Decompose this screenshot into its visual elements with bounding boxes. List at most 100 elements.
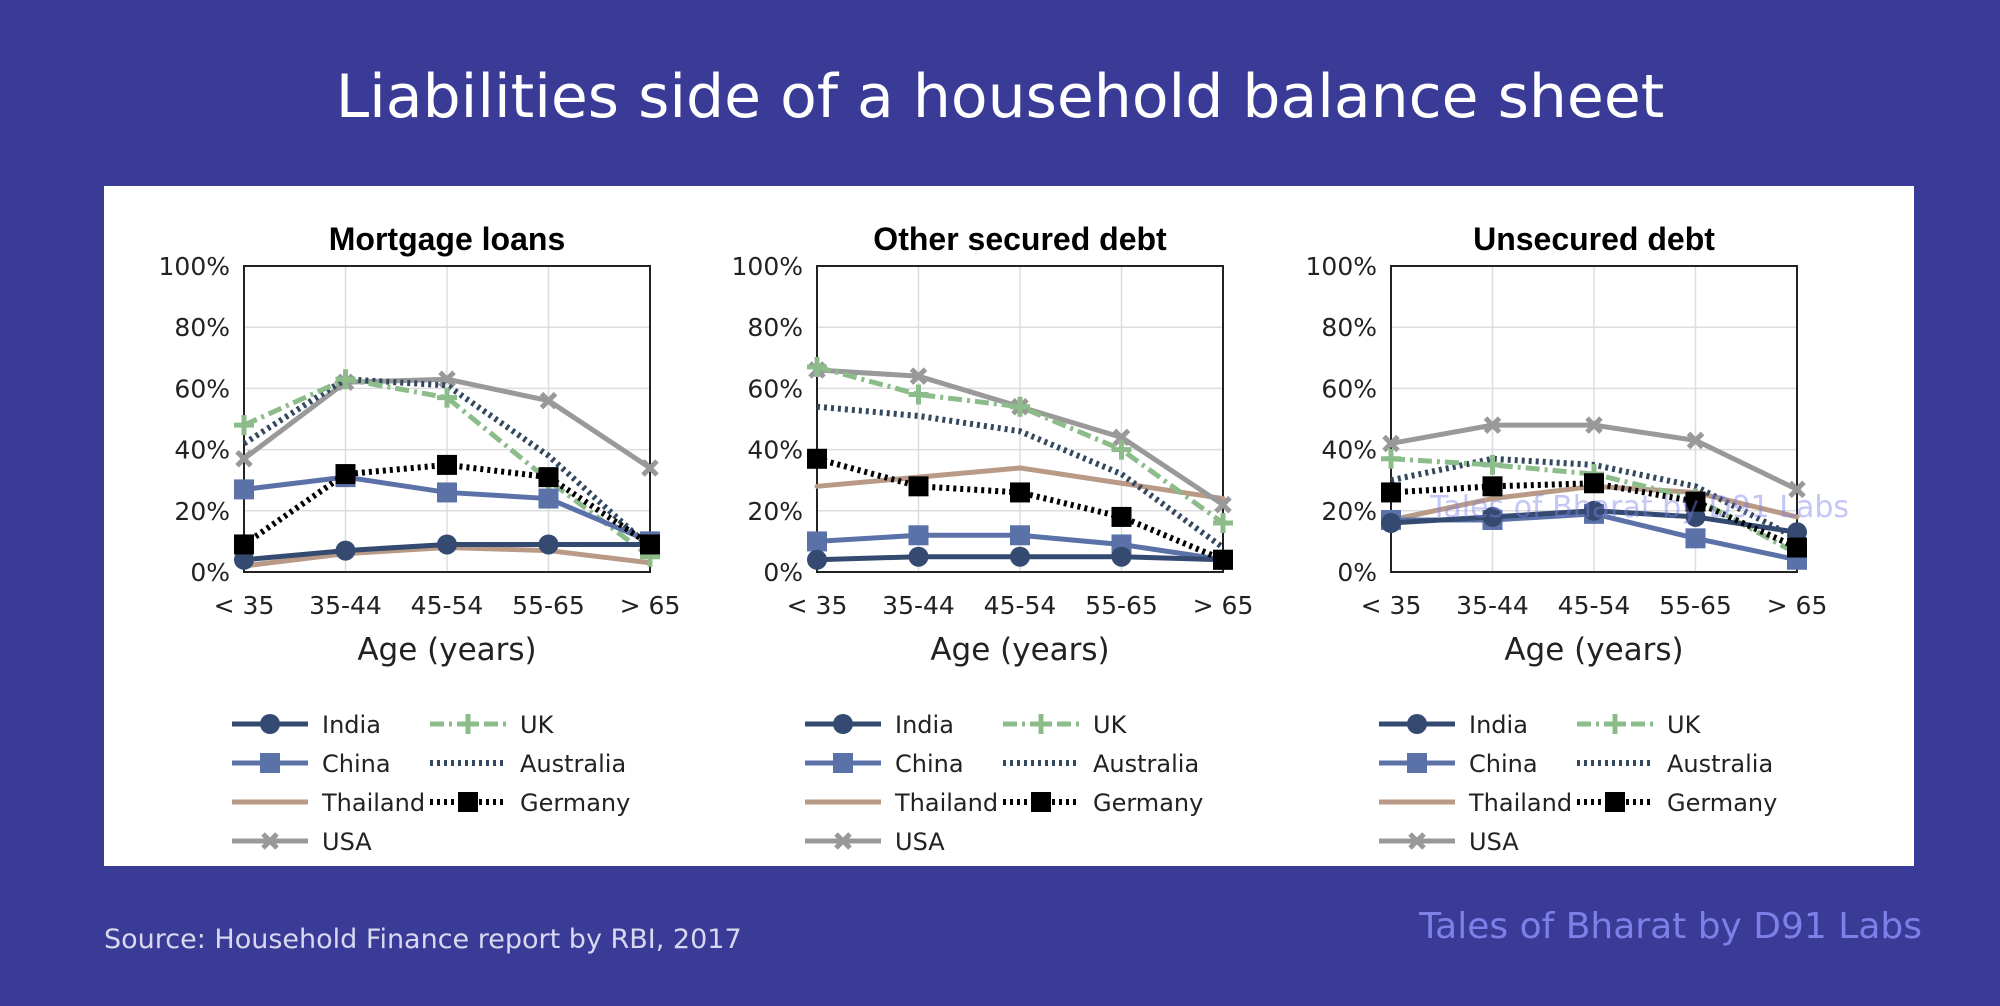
chart-1-xlabel: Age (years) xyxy=(357,632,536,668)
chart-2-legend-usa-marker xyxy=(834,832,852,850)
chart-3-ytick-label: 60% xyxy=(1321,374,1377,403)
chart-1-ytick-label: 100% xyxy=(159,252,230,281)
chart-3-legend-china-label: China xyxy=(1469,750,1538,778)
chart-1-xtick-label: 55-65 xyxy=(512,591,585,620)
chart-1-series-germany-point xyxy=(640,534,660,555)
chart-1-legend-china-label: China xyxy=(322,750,391,778)
chart-panel: 0% 20% 40% 60% 80% 100% < 35 35-44 45-54 55-65 > 6… xyxy=(104,186,1914,866)
chart-2-legend-uk-marker xyxy=(1031,714,1051,734)
chart-1-series-india-point xyxy=(437,534,457,555)
chart-2-ytick-label: 80% xyxy=(747,313,803,342)
chart-2-series-usa-point xyxy=(1214,495,1232,514)
chart-2-series-germany-point xyxy=(1010,482,1030,503)
chart-3-series-germany-point xyxy=(1685,491,1706,512)
chart-3-series-usa-point xyxy=(1788,480,1806,499)
chart-2-series-uk-line xyxy=(816,364,1225,526)
chart-3-series-usa-point xyxy=(1686,431,1705,450)
chart-3-series-india-point xyxy=(1787,522,1807,543)
chart-2-series-germany-point xyxy=(807,448,827,469)
chart-1-xtick-label: < 35 xyxy=(214,591,275,620)
chart-2-series-india-point xyxy=(1010,546,1030,567)
chart-3-xtick-label: 45-54 xyxy=(1558,591,1631,620)
chart-1-series-uk-point xyxy=(437,387,457,408)
chart-2-title: Other secured debt xyxy=(873,221,1167,257)
chart-1-ytick-label: 40% xyxy=(174,436,230,465)
chart-2-ytick-label: 40% xyxy=(747,436,803,465)
chart-1-legend-uk-label: UK xyxy=(520,711,555,739)
chart-1-legend-thailand-label: Thailand xyxy=(321,789,425,817)
chart-1-series-uk-point xyxy=(335,369,356,390)
chart-1-legend-india-marker xyxy=(260,714,280,734)
chart-3-legend-china-marker xyxy=(1407,753,1427,773)
chart-3-xtick-label: 35-44 xyxy=(1456,591,1529,620)
chart-2-xtick-label: > 65 xyxy=(1193,591,1254,620)
chart-2-series-usa-point xyxy=(1112,428,1131,447)
chart-2-legend-germany-marker xyxy=(1031,792,1051,812)
chart-2-series-germany-point xyxy=(1213,549,1233,570)
chart-2-series-usa-point xyxy=(909,367,928,385)
chart-1-ytick-label: 20% xyxy=(174,497,230,526)
chart-2-series-china-point xyxy=(1010,525,1030,546)
chart-2-series-uk-point xyxy=(908,384,929,405)
chart-1-series-china-point xyxy=(437,482,457,503)
chart-1-series-usa-point xyxy=(641,459,659,477)
chart-2-series-australia-line xyxy=(816,403,1225,550)
chart-2-xtick-label: 45-54 xyxy=(984,591,1057,620)
chart-3-title: Unsecured debt xyxy=(1473,221,1715,257)
chart-1-legend-germany-label: Germany xyxy=(520,789,630,817)
chart-2-series-uk-point xyxy=(1010,396,1030,417)
chart-2-series-germany-line xyxy=(816,455,1225,563)
chart-2-series-india-point xyxy=(908,546,929,567)
chart-1-series-china-point xyxy=(234,479,254,500)
chart-3-ytick-label: 40% xyxy=(1321,436,1377,465)
chart-3-xtick-label: < 35 xyxy=(1361,591,1422,620)
chart-2-series-uk-point xyxy=(1111,439,1132,460)
chart-2-legend-usa-label: USA xyxy=(895,828,945,856)
chart-3-legend-thailand-label: Thailand xyxy=(1468,789,1572,817)
page-title: Liabilities side of a household balance … xyxy=(335,62,1665,132)
chart-3-legend-australia-label: Australia xyxy=(1667,750,1773,778)
chart-1-ytick-label: 0% xyxy=(190,558,230,587)
chart-2-series-germany-point xyxy=(908,476,929,497)
chart-3-legend-india-label: India xyxy=(1469,711,1528,739)
chart-1-legend-uk-marker xyxy=(458,714,478,734)
chart-2-series-china-point xyxy=(807,531,827,552)
chart-3-ytick-label: 80% xyxy=(1321,313,1377,342)
chart-3-legend-usa-label: USA xyxy=(1469,828,1519,856)
chart-3-ytick-label: 20% xyxy=(1321,497,1377,526)
chart-1-series-germany-point xyxy=(437,454,457,475)
chart-3-series-germany-point xyxy=(1381,482,1401,503)
chart-3-series-usa-point xyxy=(1483,416,1502,434)
chart-2-xtick-label: 35-44 xyxy=(882,591,955,620)
chart-3-series-india-point xyxy=(1381,513,1401,534)
chart-2-series-india-point xyxy=(1111,546,1132,567)
chart-3-series-india-point xyxy=(1685,506,1706,527)
charts-svg: 0% 20% 40% 60% 80% 100% < 35 35-44 45-54 55-65 > 6… xyxy=(159,221,1828,856)
chart-3-legend-germany-marker xyxy=(1605,792,1625,812)
chart-1-series-usa-point xyxy=(539,391,558,410)
chart-1-series-usa-point xyxy=(235,450,253,468)
chart-3-series-usa-point xyxy=(1382,434,1400,453)
chart-2-ytick-label: 0% xyxy=(763,558,803,587)
chart-2-series-china-point xyxy=(908,525,929,546)
chart-2-legend-india-marker xyxy=(833,714,853,734)
chart-3-xtick-label: 55-65 xyxy=(1659,591,1732,620)
chart-1-series-india-point xyxy=(538,534,559,555)
chart-1-legend-usa-label: USA xyxy=(322,828,372,856)
chart-2-legend-germany-label: Germany xyxy=(1093,789,1203,817)
chart-3-xlabel: Age (years) xyxy=(1504,632,1683,668)
chart-3-series-india-point xyxy=(1584,500,1604,521)
chart-3-ytick-label: 0% xyxy=(1337,558,1377,587)
chart-2-plot-frame xyxy=(816,265,1224,573)
chart-1-title: Mortgage loans xyxy=(329,221,565,257)
chart-1-legend-usa-marker xyxy=(261,832,279,850)
chart-1-series-india-point xyxy=(335,540,356,561)
chart-1-series-germany-point xyxy=(538,467,559,488)
chart-3-series-germany-point xyxy=(1787,537,1807,558)
chart-1-series-germany-point xyxy=(335,464,356,485)
chart-3-series-germany-point xyxy=(1482,476,1503,497)
chart-1-series-germany-point xyxy=(234,534,254,555)
chart-3-series-china-point xyxy=(1685,528,1706,549)
chart-2-legend-china-label: China xyxy=(895,750,964,778)
chart-1-xtick-label: 45-54 xyxy=(411,591,484,620)
